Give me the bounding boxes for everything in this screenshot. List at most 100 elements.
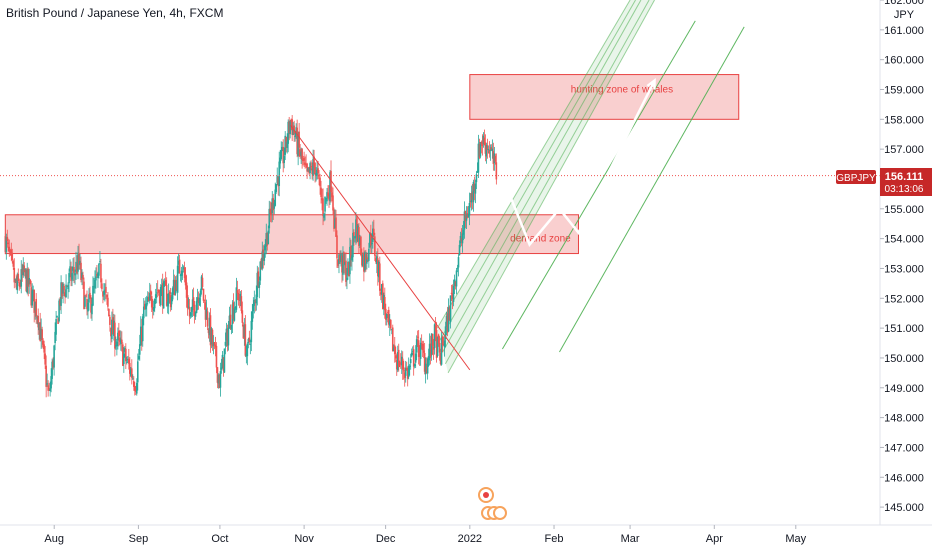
candle-body-116 [120,339,122,344]
y-axis-unit: JPY [894,9,915,21]
candle-body-217 [220,367,223,370]
time-axis[interactable]: Aug Sep Oct Nov Dec 2022 Feb Mar Apr May [0,524,932,545]
candle-body-437 [439,352,442,364]
candle-body-186 [189,312,192,316]
candle-body-256 [259,261,262,281]
candle-body-108 [112,317,114,335]
candle-body-279 [282,146,285,164]
candle-body-293 [296,127,298,155]
candle-body-286 [289,121,291,135]
candle-body-118 [122,344,124,366]
price-tick-label-3: 159.000 [884,84,924,96]
candle-body-467 [469,200,472,203]
candle-body-230 [233,308,236,321]
candle-body-363 [366,259,368,264]
event-icons[interactable] [478,487,507,520]
time-tick-label-5: 2022 [458,533,482,545]
candle-body-470 [472,181,475,203]
channel-line-6 [559,26,745,353]
candle-body-172 [175,279,178,290]
candle-body-333 [336,235,338,259]
candle-body-253 [256,272,259,297]
candle-body-435 [437,334,440,344]
candle-body-40 [44,353,46,365]
candle-body-112 [116,341,118,347]
price-axis[interactable]: 162.000 161.000 160.000 159.000 158.000 157.0… [879,0,924,525]
candle-body-365 [368,248,370,261]
plot-area[interactable] [0,0,880,525]
candle-body-238 [241,310,244,323]
candle-body-104 [108,308,110,316]
candle-body-464 [466,213,469,219]
candle-body-36 [40,328,42,339]
price-tick-label-16: 146.000 [884,472,924,484]
candle-body-492 [494,155,497,162]
candle-body-429 [431,333,434,346]
candle-body-208 [211,329,214,347]
candle-body-259 [262,249,265,259]
candle-body-330 [333,209,335,229]
candle-body-368 [371,243,373,244]
candle-body-433 [435,329,438,358]
projection-path [498,79,656,248]
candle-body-448 [450,292,453,294]
candle-body-415 [417,340,420,358]
candle-body-3 [7,242,10,245]
candle-body-398 [400,356,403,366]
candle-body-387 [389,319,392,329]
candle-body-370 [373,228,375,236]
candle-body-198 [201,277,204,287]
candle-body-298 [301,148,303,160]
candle-body-137 [140,327,143,342]
candle-body-301 [304,162,306,165]
candle-body-239 [242,324,245,339]
candle-body-174 [177,260,180,265]
candle-body-280 [283,155,285,164]
candle-body-27 [31,290,34,306]
candle-body-49 [53,345,55,368]
candle-body-421 [423,352,426,372]
candle-body-101 [105,286,107,293]
candle-body-72 [76,263,78,274]
candle-body-123 [127,359,129,361]
candle-body-454 [456,267,459,269]
candle-body-450 [452,285,455,302]
candle-body-216 [219,371,222,388]
candle-body-150 [153,299,156,309]
candle-body-485 [487,149,490,150]
candle-body-378 [381,284,383,295]
candle-body-100 [104,289,106,292]
countdown-label: 03:13:06 [885,184,924,195]
candle-body-292 [295,127,297,137]
candle-body-310 [313,156,315,166]
candle-body-463 [465,213,468,221]
candle-body-64 [68,273,70,284]
candle-body-424 [426,358,429,374]
candle-body-56 [60,282,62,306]
candle-body-120 [124,348,126,352]
candle-body-354 [357,225,359,242]
candle-body-66 [70,266,72,281]
candle-body-418 [420,343,423,345]
candle-body-25 [29,279,32,285]
candle-body-185 [188,307,191,317]
candle-body-9 [13,267,16,283]
candle-body-302 [305,163,307,166]
trendline [290,124,471,371]
candle-body-347 [350,245,352,259]
event-icon-news-c[interactable] [493,506,507,520]
candle-body-143 [146,297,149,303]
candle-body-54 [58,300,60,322]
candle-body-18 [22,264,25,276]
candle-body-420 [422,350,425,353]
candle-body-117 [121,339,123,343]
symbol-badge [836,170,876,184]
candle-body-141 [144,303,147,310]
candle-body-21 [25,269,28,292]
candle-body-92 [96,273,98,276]
candle-body-491 [493,153,496,163]
candle-body-306 [309,163,311,174]
candle-body-69 [73,266,75,273]
candle-body-98 [102,291,104,297]
